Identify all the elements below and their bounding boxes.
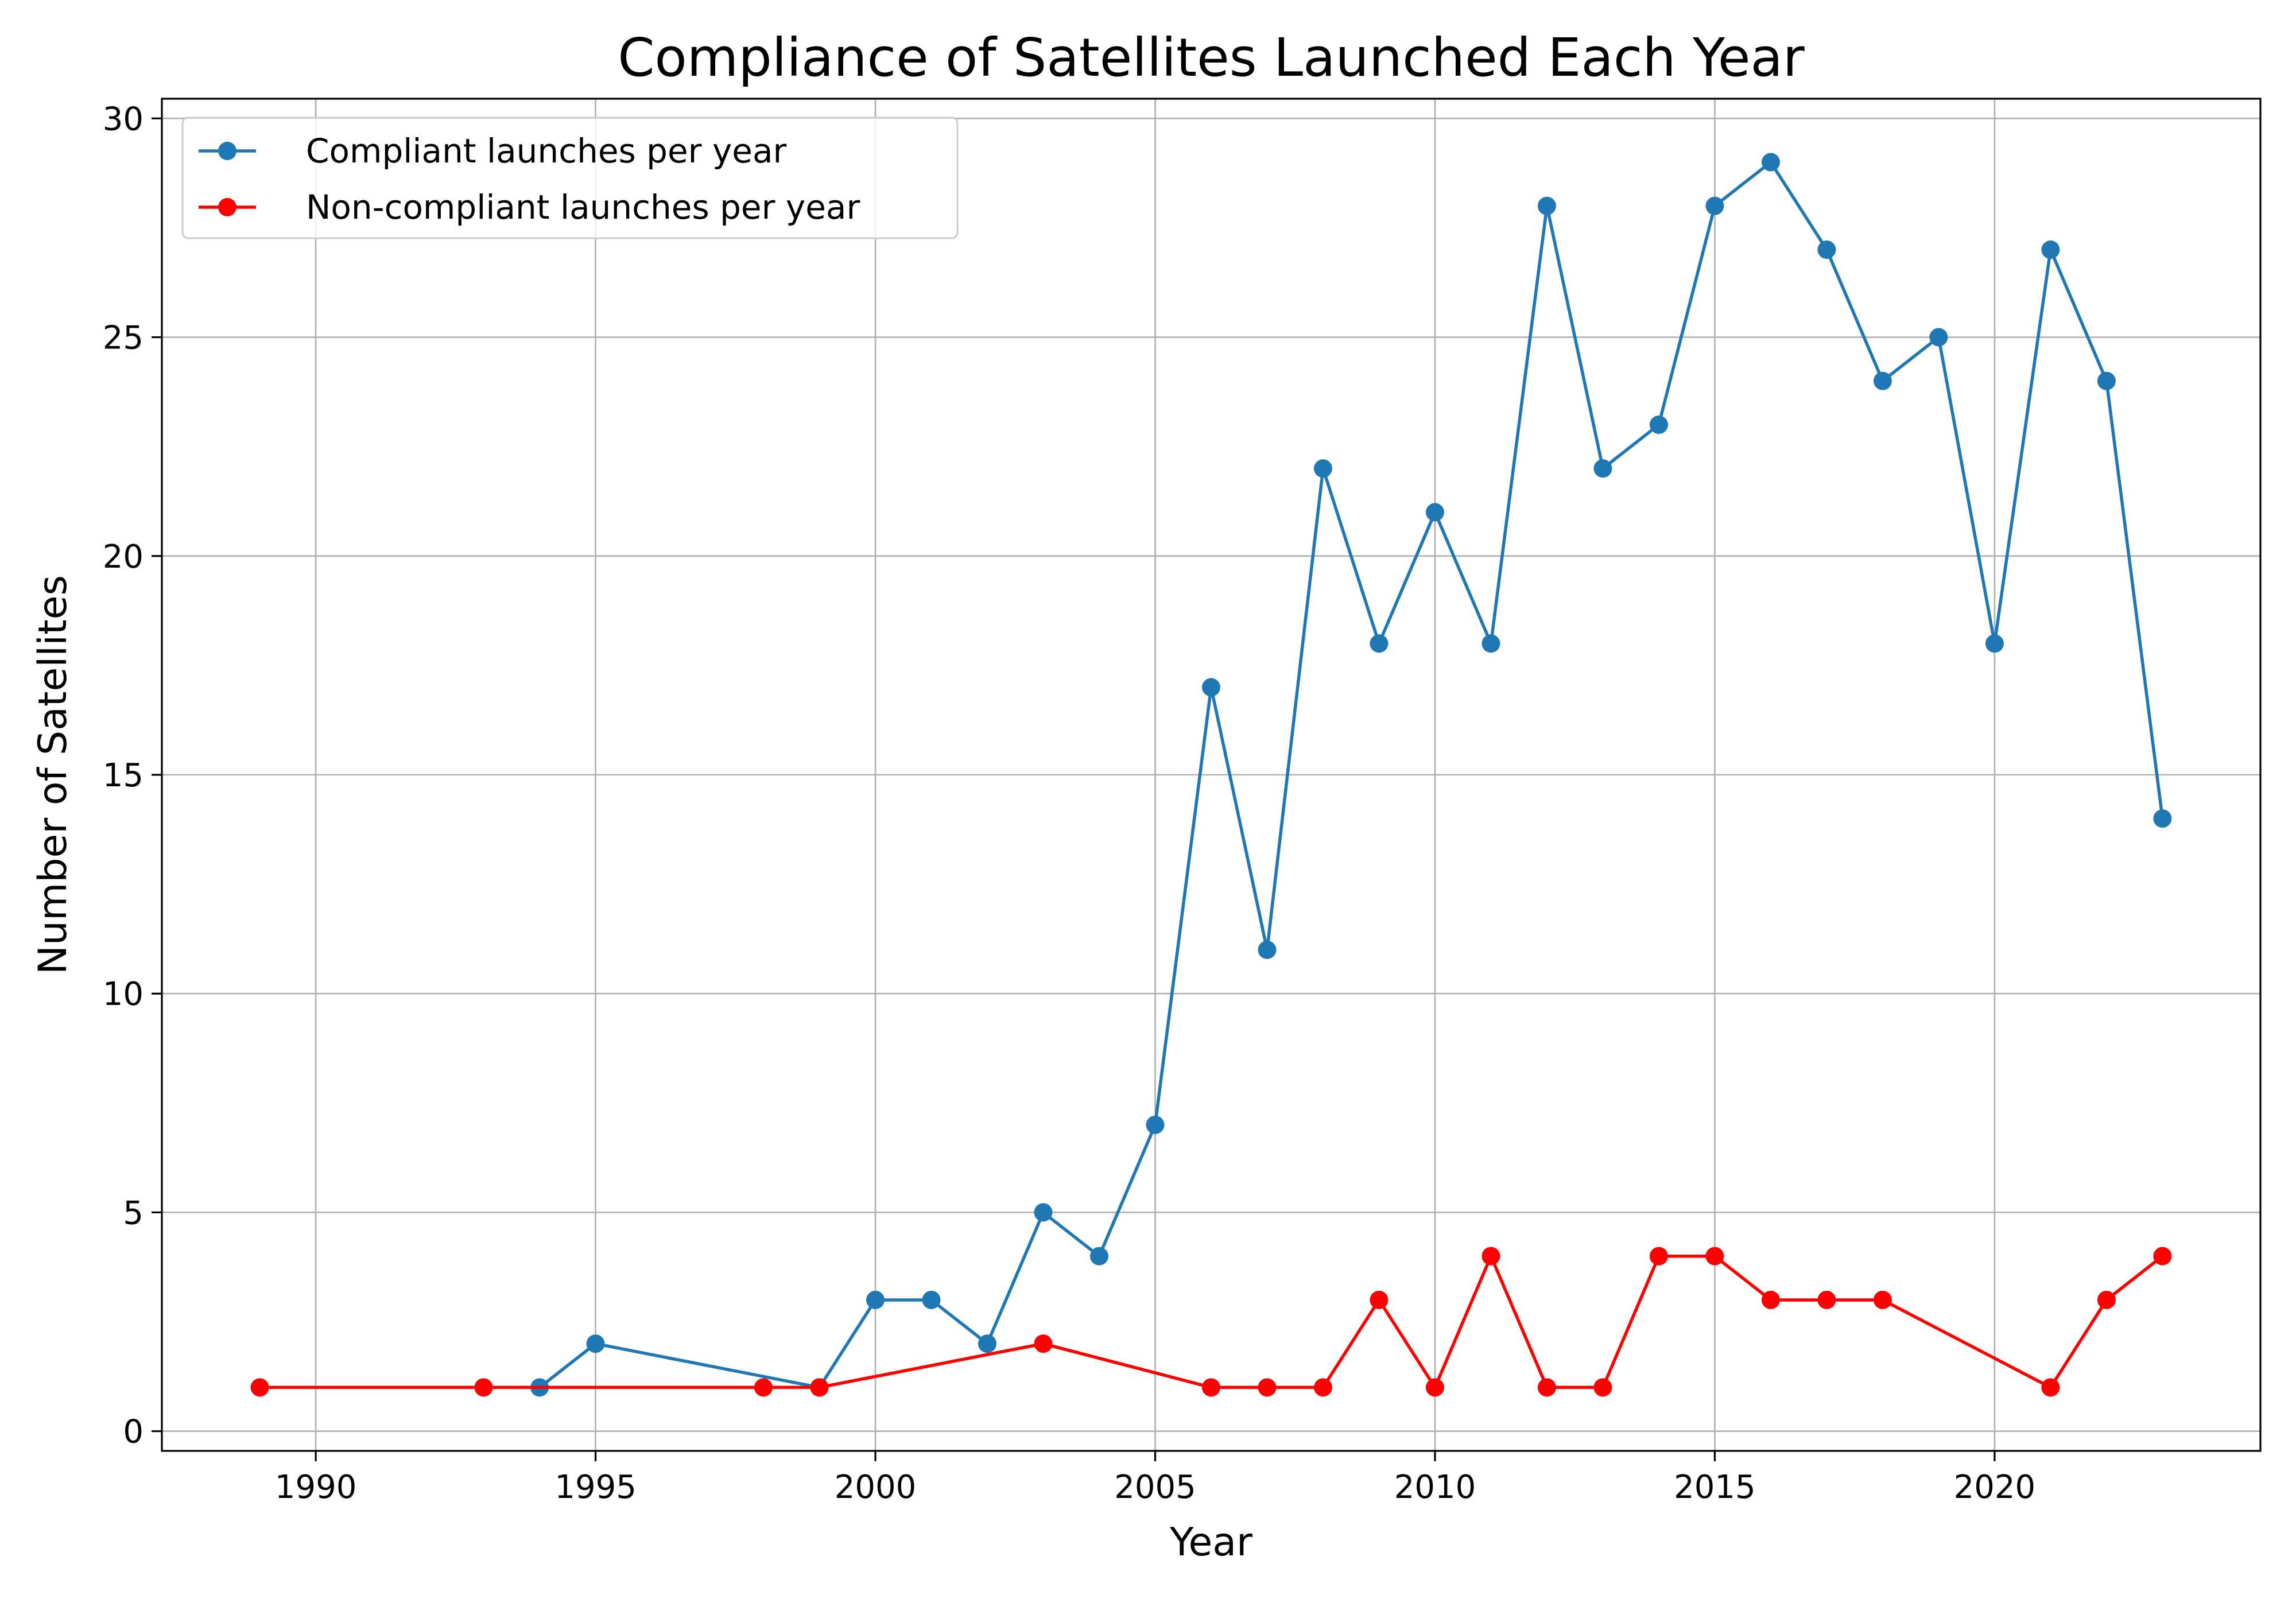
data-point [1425,503,1444,522]
y-tick-label: 25 [103,320,144,357]
series-compliant [530,153,2172,1397]
data-point [1425,1378,1444,1397]
data-point [586,1334,605,1353]
data-point [1593,1378,1612,1397]
data-point [1370,1290,1389,1309]
data-point [1313,1378,1332,1397]
data-point [1202,1378,1220,1397]
data-point [978,1334,997,1353]
x-tick-label: 2015 [1674,1469,1756,1506]
data-point [1593,459,1612,478]
data-point [2097,1290,2116,1309]
series-line [259,1254,2164,1389]
data-point [1929,328,1948,347]
legend: Compliant launches per year Non-compliant… [181,117,959,239]
data-point [1313,459,1332,478]
y-tick-label: 20 [103,538,144,576]
data-point [1873,1290,1892,1309]
data-point [1817,240,1836,259]
data-point [1481,634,1500,653]
x-tick-label: 2010 [1394,1469,1476,1506]
data-point [250,1378,269,1397]
data-point [1761,153,1780,172]
data-point [810,1378,829,1397]
data-point [474,1378,493,1397]
data-point [1370,634,1389,653]
x-axis-label: Year [1169,1520,1252,1565]
x-tick-label: 2020 [1954,1469,2036,1506]
legend-label: Compliant launches per year [306,131,787,170]
x-tick-label: 1990 [275,1469,357,1506]
data-point [1761,1290,1780,1309]
legend-marker [218,142,236,160]
series-layer [250,153,2172,1397]
data-point [1146,1115,1165,1134]
legend-box [181,117,959,239]
y-tick-label: 15 [103,757,144,794]
data-point [1537,1378,1556,1397]
data-point [2153,1247,2172,1266]
data-point [1481,1247,1500,1266]
data-point [1705,1247,1724,1266]
y-tick-label: 30 [103,100,144,138]
data-point [754,1378,773,1397]
ticks: 1990 1995 2000 2005 2010 2015 2020 0 5 10 15 20 25 30 [103,100,2035,1506]
series-non-compliant [250,1247,2172,1397]
data-point [1202,678,1220,697]
legend-entry: Compliant launches per year [199,131,787,170]
grid [162,99,2260,1451]
data-point [2153,809,2172,828]
y-tick-label: 0 [123,1414,144,1451]
data-point [1985,634,2004,653]
data-point [1034,1203,1053,1222]
legend-entry: Non-compliant launches per year [199,188,860,227]
data-point [2097,371,2116,390]
data-point [1090,1247,1109,1266]
data-point [1649,1247,1668,1266]
legend-label: Non-compliant launches per year [306,188,860,227]
x-tick-label: 1995 [554,1469,637,1506]
data-point [1817,1290,1836,1309]
y-tick-label: 5 [123,1194,144,1232]
data-point [1873,371,1892,390]
data-point [2041,240,2060,259]
y-axis-label: Number of Satellites [30,575,76,975]
data-point [1034,1334,1053,1353]
legend-marker [218,198,236,216]
data-point [1258,1378,1277,1397]
data-point [1705,196,1724,215]
data-point [1537,196,1556,215]
data-point [1258,940,1277,959]
data-point [2041,1378,2060,1397]
chart-title: Compliance of Satellites Launched Each Y… [618,27,1805,88]
data-point [922,1290,941,1309]
y-tick-label: 10 [103,976,144,1013]
data-point [1649,416,1668,434]
x-tick-label: 2005 [1114,1469,1196,1506]
data-point [866,1290,885,1309]
x-tick-label: 2000 [835,1469,917,1506]
